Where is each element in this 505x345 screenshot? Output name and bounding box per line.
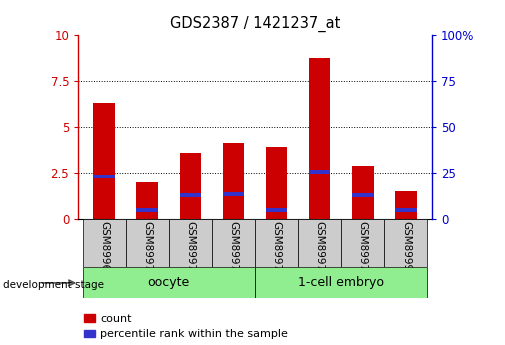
- Text: GSM89969: GSM89969: [99, 220, 109, 277]
- Bar: [136, 182, 158, 219]
- Bar: [352, 194, 374, 197]
- Text: GSM89999: GSM89999: [401, 220, 411, 277]
- Text: development stage: development stage: [3, 280, 104, 289]
- Bar: [395, 191, 417, 219]
- Bar: [266, 208, 287, 211]
- FancyBboxPatch shape: [83, 219, 126, 267]
- Bar: [223, 193, 244, 196]
- Text: GSM89974: GSM89974: [315, 220, 325, 277]
- FancyBboxPatch shape: [255, 219, 298, 267]
- Bar: [309, 59, 330, 219]
- FancyBboxPatch shape: [384, 219, 427, 267]
- Bar: [93, 103, 115, 219]
- Bar: [180, 194, 201, 197]
- FancyBboxPatch shape: [212, 219, 255, 267]
- Bar: [93, 175, 115, 178]
- Text: oocyte: oocyte: [147, 276, 190, 289]
- Text: GSM89970: GSM89970: [142, 220, 152, 277]
- Bar: [255, 267, 427, 298]
- Legend: count, percentile rank within the sample: count, percentile rank within the sample: [84, 314, 288, 339]
- Bar: [309, 170, 330, 174]
- Bar: [223, 144, 244, 219]
- FancyBboxPatch shape: [169, 219, 212, 267]
- Bar: [352, 166, 374, 219]
- Bar: [395, 208, 417, 211]
- FancyBboxPatch shape: [126, 219, 169, 267]
- FancyBboxPatch shape: [341, 219, 384, 267]
- Text: GSM89972: GSM89972: [228, 220, 238, 277]
- Text: 1-cell embryo: 1-cell embryo: [298, 276, 384, 289]
- Text: GSM89975: GSM89975: [358, 220, 368, 277]
- Title: GDS2387 / 1421237_at: GDS2387 / 1421237_at: [170, 16, 340, 32]
- Text: GSM89971: GSM89971: [185, 220, 195, 277]
- Bar: [136, 208, 158, 211]
- FancyBboxPatch shape: [298, 219, 341, 267]
- Bar: [180, 152, 201, 219]
- Bar: [83, 267, 255, 298]
- Bar: [266, 147, 287, 219]
- Text: GSM89973: GSM89973: [272, 220, 282, 277]
